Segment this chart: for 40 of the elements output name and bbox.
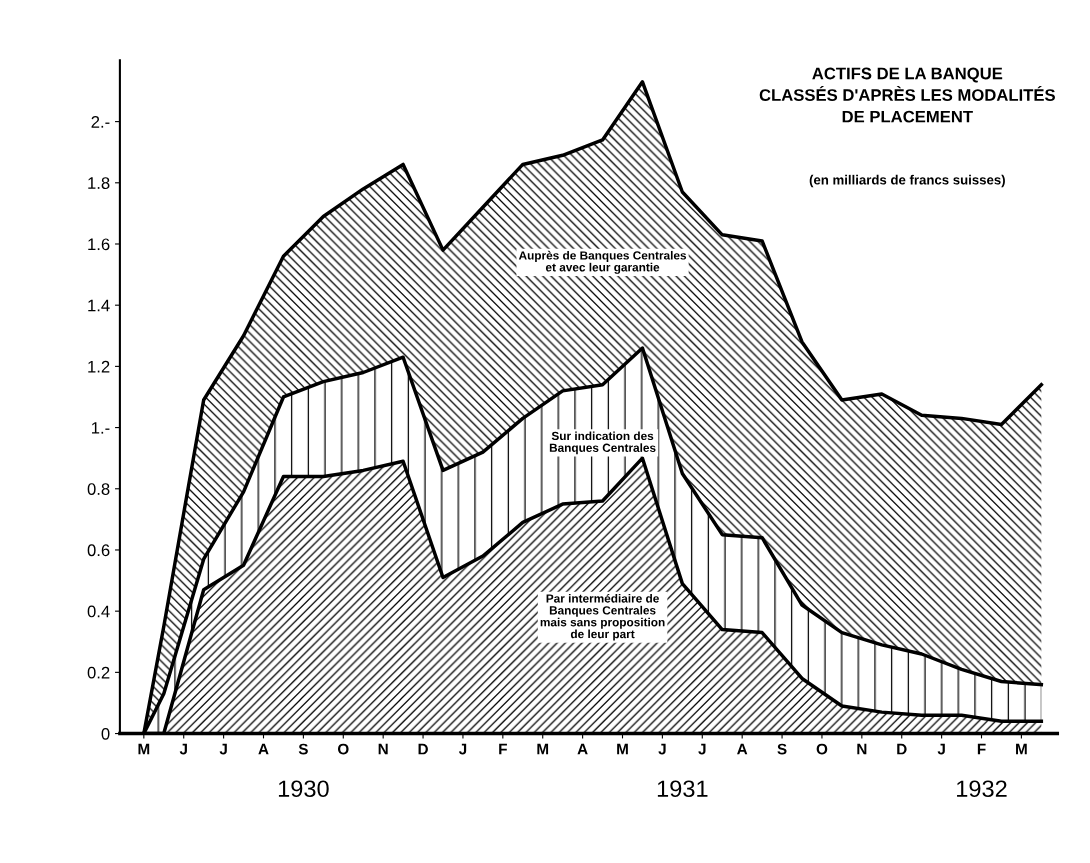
y-tick-label: 1.8	[88, 177, 110, 189]
x-tick-label: M	[537, 743, 549, 755]
x-tick-label: O	[816, 743, 828, 755]
x-tick-label: J	[937, 743, 945, 755]
series-label: Par intermédiaire de Banques Centrales mais sans proposition de leur part	[540, 593, 665, 641]
category-label: S 1930	[278, 743, 329, 798]
series-label: Sur indication des Banques Centrales	[549, 431, 656, 455]
y-tick-label: 1.-	[92, 422, 110, 434]
x-tick-label: D	[418, 743, 428, 755]
y-tick-label: 0	[101, 727, 110, 740]
series-label: Auprès de Banques Centrales et avec leur garantie	[518, 250, 687, 274]
x-tick-label: N	[378, 743, 388, 755]
text: ACTIFS DE LA BANQUE CLASSÉS D'APRÈS LES MODALITÉS DE PLACEMENT	[759, 67, 1055, 123]
x-tick-label: J	[219, 743, 227, 755]
x-tick-label: O	[337, 743, 349, 755]
x-tick-label: D	[897, 743, 907, 755]
x-tick-label: M	[138, 743, 150, 755]
x-tick-label: N	[857, 743, 867, 755]
text: (en milliards de francs suisses)	[809, 174, 1005, 188]
x-tick-label: A	[258, 743, 269, 755]
x-tick-label: A	[577, 743, 588, 755]
x-tick-label: J	[179, 743, 187, 755]
y-tick-label: 0.8	[87, 483, 110, 495]
y-tick-label: 1.4	[88, 299, 110, 312]
x-tick-label: A	[737, 743, 748, 755]
y-tick-label: 1.2	[88, 360, 110, 373]
x-tick-label: J	[658, 743, 666, 755]
y-tick-label: 2.-	[91, 116, 110, 128]
y-tick-label: 0.2	[87, 666, 110, 679]
x-tick-label: 1931	[657, 780, 708, 798]
x-tick-label: F	[499, 743, 507, 755]
category-label: F 1932	[957, 743, 1007, 798]
y-tick-label: 0.6	[87, 544, 110, 557]
x-tick-label: M	[617, 743, 628, 755]
x-tick-label: J	[458, 743, 467, 755]
y-tick-label: 0.4	[87, 605, 110, 618]
y-tick-label: 1.6	[88, 238, 110, 251]
x-tick-label: S	[777, 743, 787, 755]
x-tick-label: J	[698, 743, 706, 755]
x-tick-label: M	[1016, 743, 1027, 755]
